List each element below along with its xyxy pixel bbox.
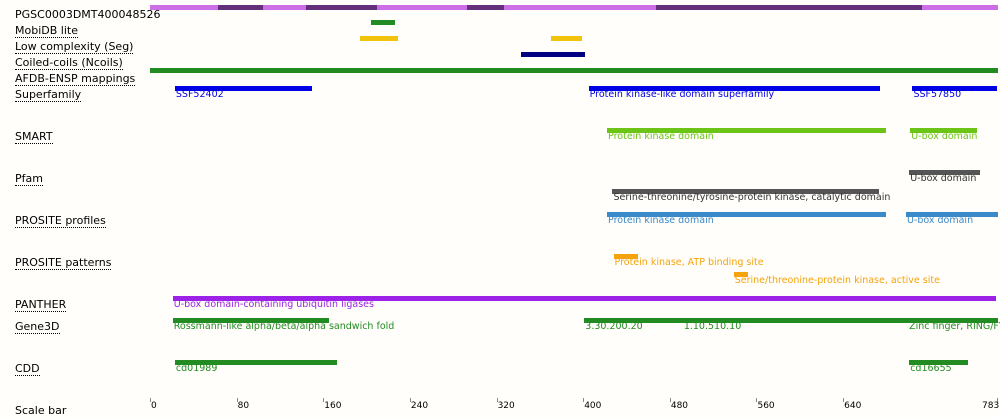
feature-bar[interactable]: [377, 5, 468, 10]
scale-tick-label: 80: [237, 401, 250, 411]
feature-bar[interactable]: [172, 318, 329, 323]
feature-bar[interactable]: [607, 212, 887, 217]
track-label-low-complexity-seg-[interactable]: Low complexity (Seg): [15, 40, 134, 54]
feature-bar[interactable]: [584, 318, 683, 323]
feature-bar[interactable]: [655, 5, 923, 10]
track-label-pgsc0003dmt400048526: PGSC0003DMT400048526: [15, 8, 161, 21]
feature-bar[interactable]: [262, 5, 306, 10]
track-label-superfamily[interactable]: Superfamily: [15, 88, 82, 102]
track-label-pfam[interactable]: Pfam: [15, 172, 43, 186]
track-label-coiled-coils-ncoils-[interactable]: Coiled-coils (Ncoils): [15, 56, 123, 70]
scale-tick: [669, 398, 671, 402]
feature-bar[interactable]: [370, 20, 395, 25]
track-label-prosite-profiles[interactable]: PROSITE profiles: [15, 214, 106, 228]
feature-label: U-box domain: [906, 215, 974, 226]
scale-tick-label: 480: [670, 401, 689, 411]
feature-label: U-box domain: [911, 131, 978, 142]
feature-bar[interactable]: [905, 212, 998, 217]
scale-tick: [756, 398, 758, 402]
feature-bar[interactable]: [912, 86, 997, 91]
feature-bar[interactable]: [733, 272, 748, 277]
scale-tick-label: 640: [844, 401, 862, 411]
feature-label: cd16655: [910, 363, 952, 374]
feature-bar[interactable]: [607, 128, 887, 133]
feature-label: Zinc finger, RING/FYVE/PHD-type: [909, 321, 1000, 332]
track-label-prosite-patterns[interactable]: PROSITE patterns: [15, 256, 112, 270]
feature-bar[interactable]: [613, 254, 639, 259]
scale-tick: [150, 398, 151, 402]
feature-bar[interactable]: [550, 36, 583, 41]
feature-bar[interactable]: [305, 5, 378, 10]
feature-bar[interactable]: [172, 296, 996, 301]
feature-bar[interactable]: [174, 360, 338, 365]
feature-label: Rossmann-like alpha/beta/alpha sandwich …: [173, 321, 395, 332]
scale-tick: [323, 398, 325, 402]
feature-label: cd01989: [175, 363, 218, 374]
feature-bar[interactable]: [218, 5, 263, 10]
track-label-gene3d[interactable]: Gene3D: [15, 320, 60, 334]
feature-label: Protein kinase domain: [608, 215, 714, 226]
track-label-smart[interactable]: SMART: [15, 130, 53, 144]
scale-tick-label: 400: [584, 401, 602, 411]
track-label-afdb-ensp-mappings[interactable]: AFDB-ENSP mappings: [15, 72, 136, 86]
feature-bar[interactable]: [612, 189, 879, 194]
feature-label: U-box domain-containing ubiquitin ligase…: [173, 299, 374, 310]
scale-tick-label: 160: [324, 401, 342, 411]
feature-label: U-box domain: [910, 173, 977, 184]
feature-bar[interactable]: [360, 36, 398, 41]
feature-bar[interactable]: [588, 86, 880, 91]
feature-bar[interactable]: [150, 5, 219, 10]
scale-tick-label: 0: [151, 401, 157, 411]
feature-bar[interactable]: [467, 5, 505, 10]
track-label-panther[interactable]: PANTHER: [15, 298, 67, 312]
feature-bar[interactable]: [504, 5, 656, 10]
feature-bar[interactable]: [521, 52, 586, 57]
feature-label: 1.10.510.10: [683, 321, 742, 332]
scale-tick-label: 320: [497, 401, 515, 411]
scale-tick: [409, 398, 411, 402]
feature-label: Serine-threonine/tyrosine-protein kinase…: [613, 192, 891, 203]
scale-tick: [583, 398, 585, 402]
feature-bar[interactable]: [922, 5, 998, 10]
feature-label: Protein kinase, ATP binding site: [614, 257, 764, 268]
feature-bar[interactable]: [910, 128, 978, 133]
scale-tick-label: 560: [757, 401, 775, 411]
track-label-mobidb-lite[interactable]: MobiDB lite: [15, 24, 78, 38]
feature-bar[interactable]: [682, 318, 909, 323]
feature-label: SSF57850: [913, 89, 962, 100]
feature-bar[interactable]: [150, 68, 998, 73]
scale-tick-label: 240: [410, 401, 429, 411]
scale-tick: [997, 398, 998, 402]
feature-bar[interactable]: [174, 86, 313, 91]
feature-label: Protein kinase-like domain superfamily: [589, 89, 775, 100]
feature-bar[interactable]: [909, 360, 968, 365]
feature-label: Serine/threonine-protein kinase, active …: [734, 275, 940, 286]
feature-label: 3.30.200.20: [585, 321, 643, 332]
feature-label: Protein kinase domain: [608, 131, 714, 142]
scale-bar-label: Scale bar: [15, 404, 67, 417]
scale-tick: [236, 398, 238, 402]
feature-bar[interactable]: [908, 318, 998, 323]
feature-bar[interactable]: [909, 170, 980, 175]
scale-tick: [843, 398, 845, 402]
track-label-cdd[interactable]: CDD: [15, 362, 40, 376]
scale-tick: [496, 398, 498, 402]
scale-tick-label: 783: [982, 401, 1000, 411]
feature-label: SSF52402: [175, 89, 224, 100]
